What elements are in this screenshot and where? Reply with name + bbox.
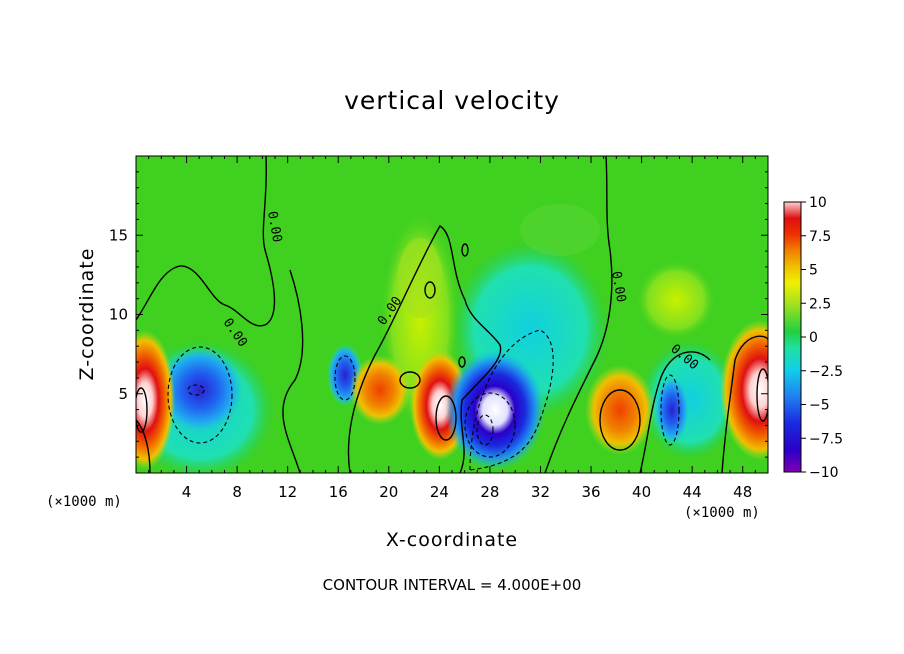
neg-contour-right bbox=[660, 374, 680, 446]
y-tick-label: 5 bbox=[118, 385, 128, 403]
colorbar-tick-label: 10 bbox=[809, 195, 827, 211]
x-tick-label: 24 bbox=[430, 483, 449, 501]
contour-ring-orange bbox=[599, 389, 641, 451]
contour-interval-note: CONTOUR INTERVAL = 4.000E+00 bbox=[322, 576, 582, 594]
contour-blob-2 bbox=[424, 281, 436, 299]
feature-6 bbox=[445, 350, 545, 470]
heatmap-field bbox=[136, 156, 768, 473]
x-unit-right: (×1000 m) bbox=[684, 505, 760, 521]
chart-title: vertical velocity bbox=[344, 86, 560, 115]
x-axis: 4 8 12 16 20 24 28 32 36 40 44 48 bbox=[148, 156, 756, 501]
x-tick-label: 12 bbox=[278, 483, 297, 501]
feature-8 bbox=[654, 375, 690, 445]
contour-ring-right bbox=[756, 368, 768, 422]
zero-contours bbox=[136, 156, 768, 473]
colorbar-ticks: 10 7.5 5 2.5 0 −2.5 −5 −7.5 −10 bbox=[801, 195, 843, 481]
colorbar-tick-label: −7.5 bbox=[809, 431, 843, 447]
y-axis: 5 10 15 bbox=[109, 171, 768, 458]
x-unit-left: (×1000 m) bbox=[46, 494, 122, 510]
x-tick-label: 4 bbox=[182, 483, 192, 501]
y-tick-label: 15 bbox=[109, 226, 128, 244]
contour-label: 0.00 bbox=[264, 210, 284, 243]
contour-label: 0.00 bbox=[608, 270, 628, 303]
colorbar-tick-label: 5 bbox=[809, 263, 818, 279]
x-axis-label: X-coordinate bbox=[386, 529, 518, 551]
colorbar-tick-label: −5 bbox=[809, 398, 830, 414]
colorbar-tick-label: −10 bbox=[809, 465, 839, 481]
feature-7 bbox=[585, 365, 655, 455]
contour-line-a bbox=[136, 156, 276, 327]
x-tick-label: 16 bbox=[329, 483, 348, 501]
colorbar-tick-label: 7.5 bbox=[809, 229, 831, 245]
contour-line-e bbox=[544, 156, 613, 473]
y-tick-label: 10 bbox=[109, 306, 128, 324]
contour-line-c bbox=[282, 269, 304, 473]
contour-blob-3 bbox=[461, 243, 469, 257]
negative-contours bbox=[167, 329, 680, 471]
x-tick-label: 20 bbox=[379, 483, 398, 501]
yellow-region-right bbox=[636, 260, 716, 340]
x-tick-label: 40 bbox=[632, 483, 651, 501]
feature-4 bbox=[350, 355, 410, 425]
neg-contour-inner bbox=[464, 392, 516, 458]
neg-contour-left bbox=[167, 346, 233, 444]
colorbar bbox=[783, 201, 802, 473]
green-highlight bbox=[520, 204, 600, 256]
contour-line-g bbox=[721, 335, 768, 473]
feature-9 bbox=[720, 320, 768, 460]
x-tick-label: 28 bbox=[480, 483, 499, 501]
x-tick-label: 44 bbox=[683, 483, 702, 501]
x-tick-label: 8 bbox=[232, 483, 242, 501]
x-tick-label: 32 bbox=[531, 483, 550, 501]
neg-contour-mid bbox=[334, 355, 356, 401]
feature-1 bbox=[136, 330, 175, 470]
colorbar-tick-label: −2.5 bbox=[809, 364, 843, 380]
y-axis-label: Z-coordinate bbox=[76, 248, 98, 381]
colorbar-tick-label: 2.5 bbox=[809, 296, 831, 312]
neg-contour-core bbox=[476, 414, 494, 446]
neg-contour-left-inner bbox=[187, 384, 205, 396]
feature-2 bbox=[155, 345, 245, 435]
contour-blob-1 bbox=[399, 371, 421, 389]
contour-line-d bbox=[347, 225, 502, 473]
yellow-spot-top bbox=[398, 238, 442, 318]
contour-ring-left bbox=[136, 387, 148, 433]
neg-contour-big bbox=[469, 329, 554, 471]
contour-line-b bbox=[136, 419, 151, 473]
colorbar-tick-label: 0 bbox=[809, 330, 818, 346]
x-tick-label: 36 bbox=[581, 483, 600, 501]
x-tick-label: 48 bbox=[733, 483, 752, 501]
contour-blob-4 bbox=[458, 356, 466, 368]
contour-ring-center bbox=[435, 395, 457, 441]
contour-line-f bbox=[639, 351, 711, 473]
